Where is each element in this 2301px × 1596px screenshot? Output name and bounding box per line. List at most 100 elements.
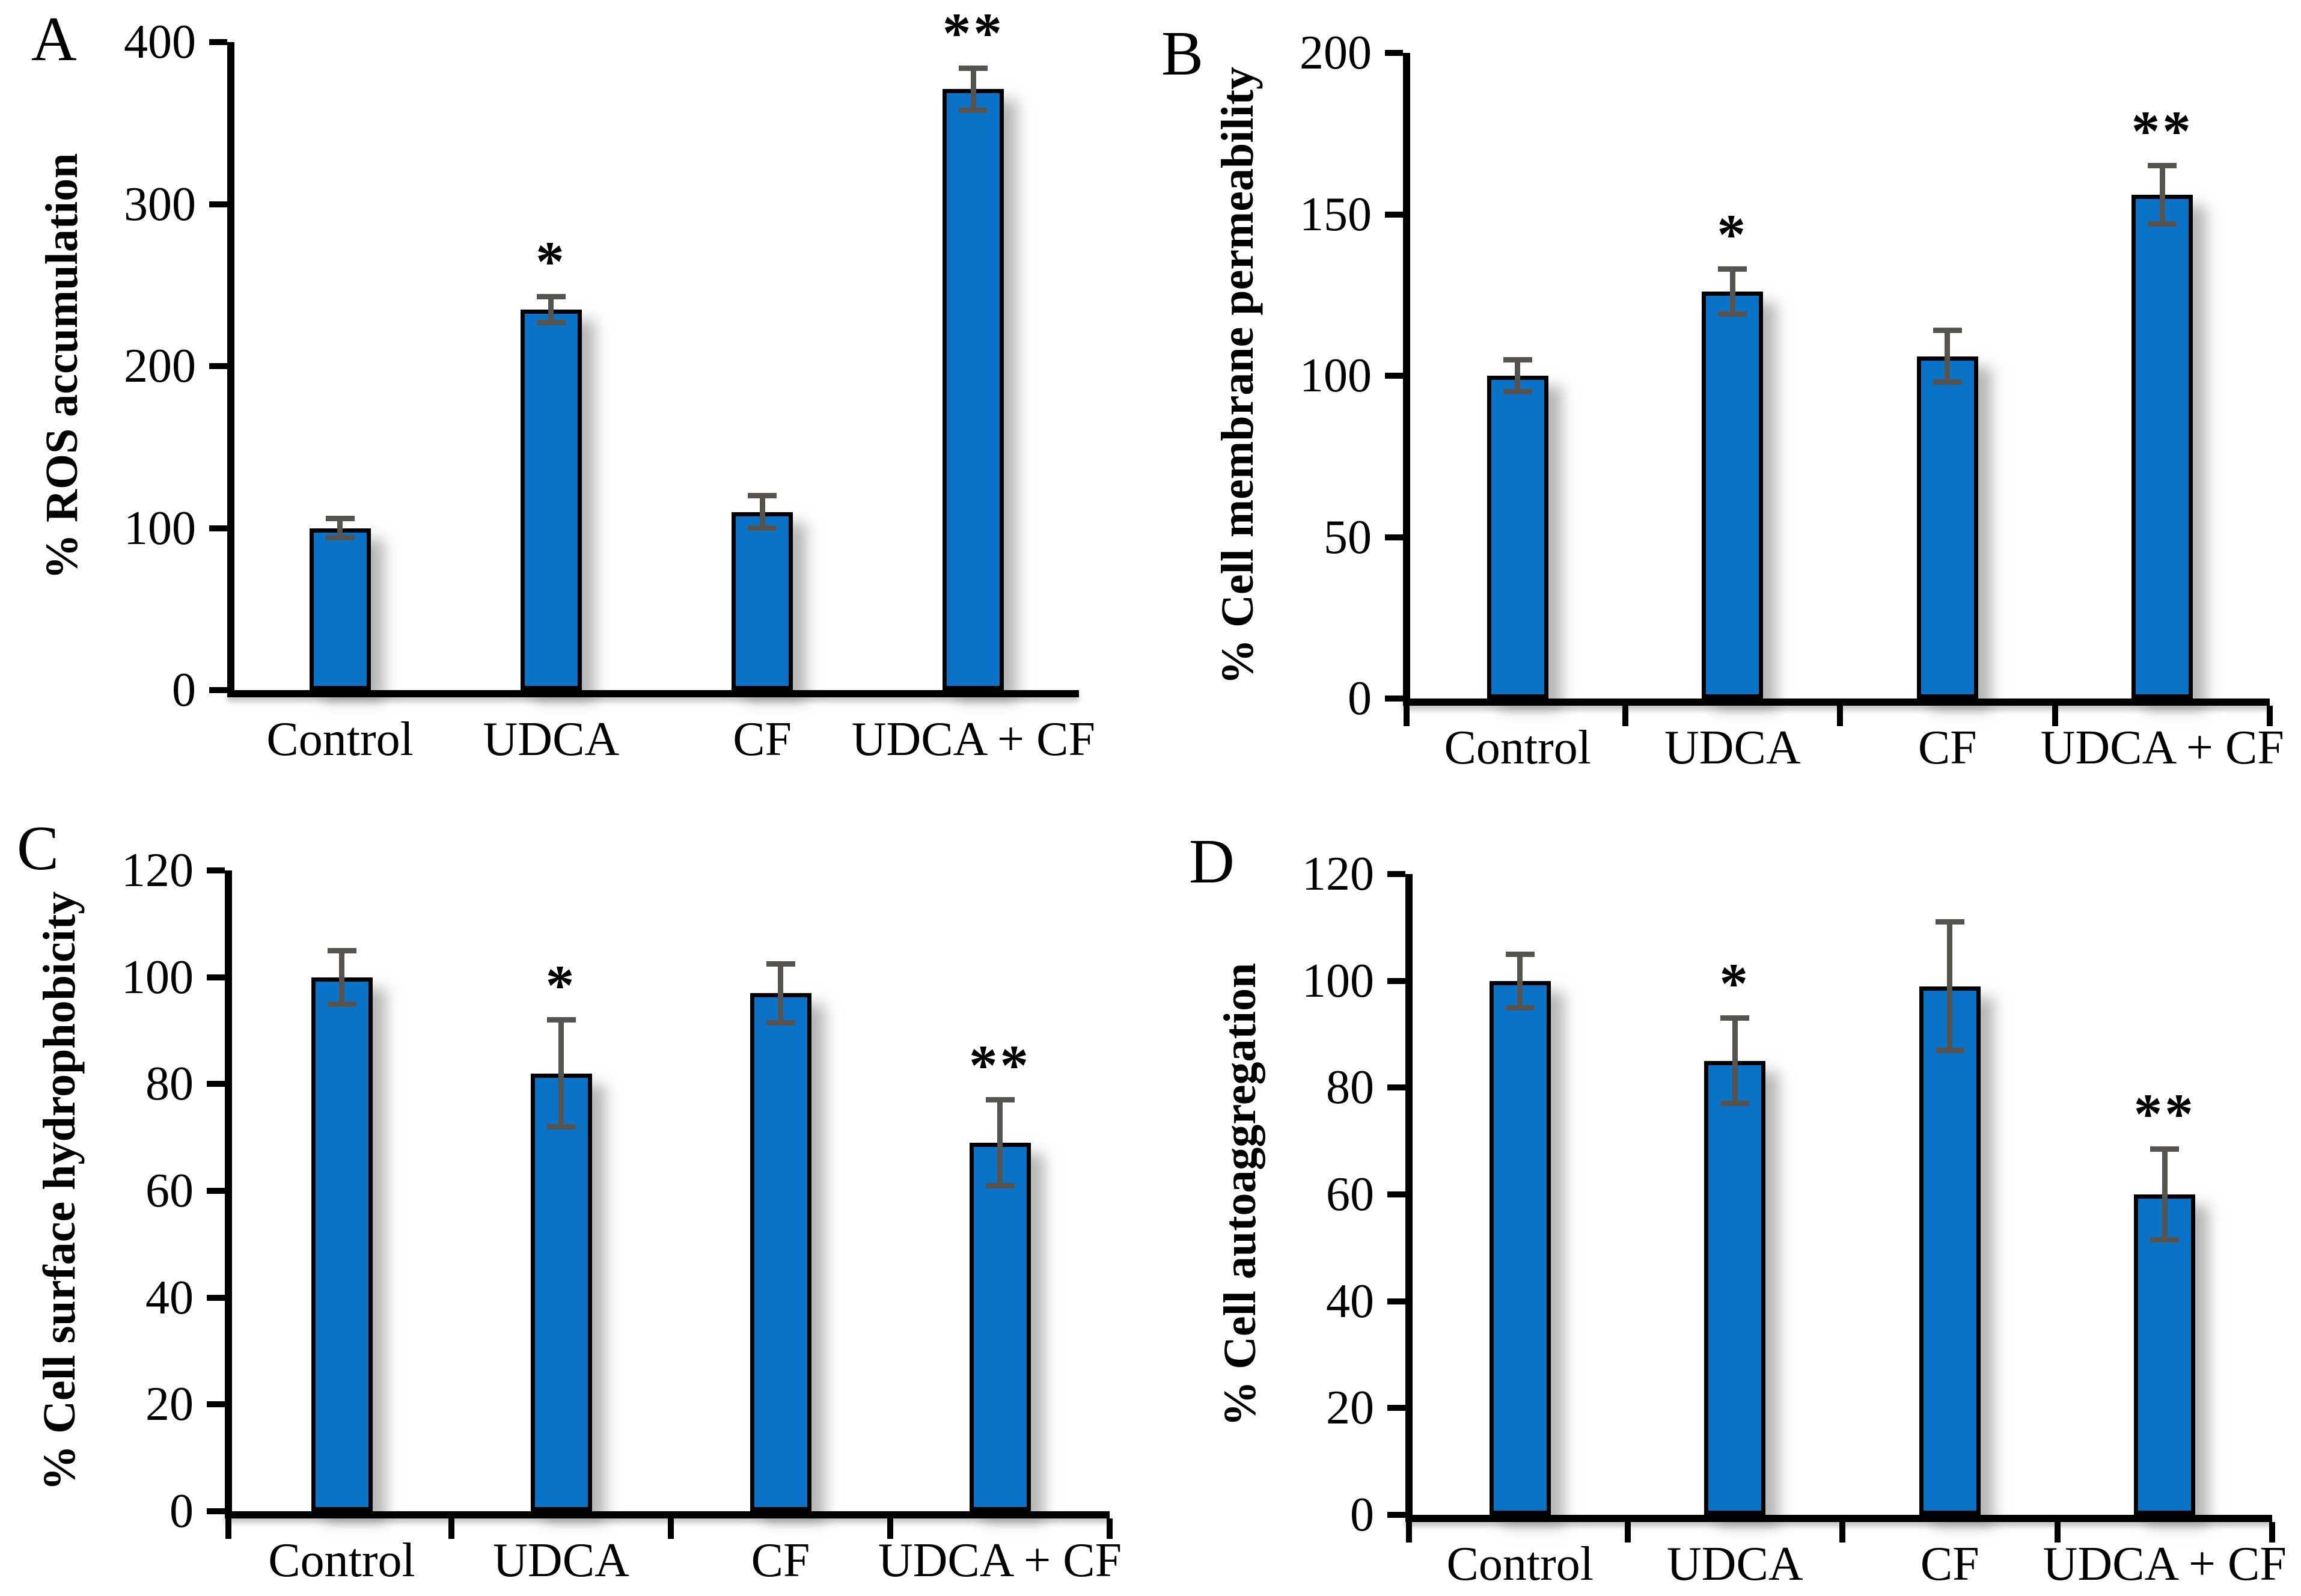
x-axis-tick [2269,1522,2275,1542]
error-bar-cap-top [985,1097,1015,1103]
x-axis-tick [1624,1522,1631,1542]
y-tick-label: 80 [145,1057,194,1111]
error-bar-line [558,1020,564,1127]
x-axis-tick [1404,706,1410,726]
x-axis-tick [887,1518,893,1539]
x-category-label: Control [1444,721,1591,774]
x-category-label: CF [1920,1538,1979,1591]
error-bar-line [1945,330,1951,382]
bar-cf [750,993,811,1511]
y-axis-tick [209,687,227,693]
y-tick-label: 400 [124,16,196,69]
error-bar-line [1517,954,1523,1008]
error-bar-cap-top [1718,266,1747,272]
error-bar-cap-top [546,1017,576,1023]
y-tick-label: 50 [1324,510,1372,564]
panel-letter-a: A [31,4,77,74]
error-bar-line [337,518,343,538]
plot-area: 0 50 100 150 200 Control * UDCA CF ** UDCA + CF [1300,26,2284,774]
error-bar-cap-top [959,65,988,71]
error-bar-cap-bottom [1505,1004,1535,1010]
error-bar-cap-top [748,493,777,499]
y-axis-tick [207,974,225,980]
y-tick-label: 120 [1302,848,1374,900]
x-axis-tick [1622,706,1628,726]
error-bar-cap-bottom [1935,1047,1964,1053]
y-axis-tick [207,867,225,873]
x-axis-tick [668,1518,674,1539]
bar-udca [1704,1060,1766,1515]
y-axis-tick [1385,534,1403,540]
y-axis-tick [207,1508,225,1514]
error-bar-cap-top [2150,1146,2180,1152]
y-axis-tick [209,201,227,207]
significance-label: * [545,953,577,1017]
y-axis-tick [1385,211,1403,218]
y-tick-label: 80 [1326,1061,1374,1114]
x-axis-line [227,690,1079,697]
bar-control [311,977,373,1511]
error-bar-cap-top [766,961,795,967]
error-bar-cap-bottom [985,1182,1015,1188]
y-tick-label: 200 [1300,26,1372,79]
y-axis-tick [1387,871,1405,877]
y-axis-line [225,870,232,1518]
x-axis-line [225,1511,1110,1518]
error-bar-cap-bottom [1718,311,1747,317]
x-category-label: UDCA + CF [878,1534,1122,1587]
y-tick-label: 40 [145,1271,194,1324]
error-bar-cap-bottom [546,1124,576,1130]
significance-label: ** [969,1033,1031,1097]
y-axis-tick [1385,50,1403,56]
y-axis-tick [207,1188,225,1194]
panel-a-ros-accumulation: A % ROS accumulation 0 100 200 300 400 Contro… [0,0,1150,798]
x-axis-tick [1837,706,1843,726]
error-bar-line [2162,1149,2168,1240]
significance-label: * [1719,951,1750,1015]
y-tick-label: 0 [170,1485,194,1538]
x-category-label: UDCA + CF [2043,1538,2287,1591]
error-bar-line [970,68,976,111]
y-tick-label: 0 [1350,1488,1374,1541]
y-axis-tick [1387,1405,1405,1411]
y-axis-tick [1387,977,1405,984]
error-bar-cap-bottom [1720,1101,1750,1107]
x-category-label: UDCA [493,1534,629,1587]
error-bar-line [2159,165,2165,224]
x-axis-line [1403,699,2270,706]
y-tick-label: 20 [1326,1381,1374,1435]
bar-udca [530,1073,592,1511]
plot-area: 0 20 40 60 80 100 120 Control * UDCA CF ** UDCA + CF [121,844,1122,1587]
plot-area: 0 20 40 60 80 100 120 Control * UDCA CF ** UDCA + CF [1302,848,2287,1591]
bar-cf [732,512,793,690]
y-axis-line [227,42,234,697]
error-bar-line [548,296,554,323]
y-axis-tick [207,1294,225,1301]
bar-cf [1919,986,1981,1515]
y-axis-tick [1385,696,1403,702]
error-bar-cap-top [2148,163,2177,169]
y-axis-tick [1387,1191,1405,1197]
error-bar-line [1515,359,1521,392]
error-bar-cap-top [1720,1015,1750,1021]
panel-letter-d: D [1189,826,1235,896]
error-bar-line [339,950,344,1004]
error-bar-cap-bottom [959,107,988,113]
y-axis-tick [209,39,227,45]
error-bar-cap-bottom [766,1020,795,1026]
x-axis-tick [2052,706,2058,726]
error-bar-line [1732,1018,1738,1104]
x-category-label: UDCA [483,713,620,766]
bar-udca [1702,292,1764,699]
y-tick-label: 0 [1348,672,1372,725]
significance-label: * [536,230,567,294]
bar-udca [520,309,582,690]
x-category-label: CF [751,1534,810,1587]
y-tick-label: 200 [124,340,196,393]
y-tick-label: 100 [1300,349,1372,402]
panel-letter-b: B [1161,18,1204,88]
y-tick-label: 100 [1302,954,1374,1007]
bar-udca-plus-cf [2134,1194,2196,1515]
error-bar-cap-top [1933,328,1962,334]
